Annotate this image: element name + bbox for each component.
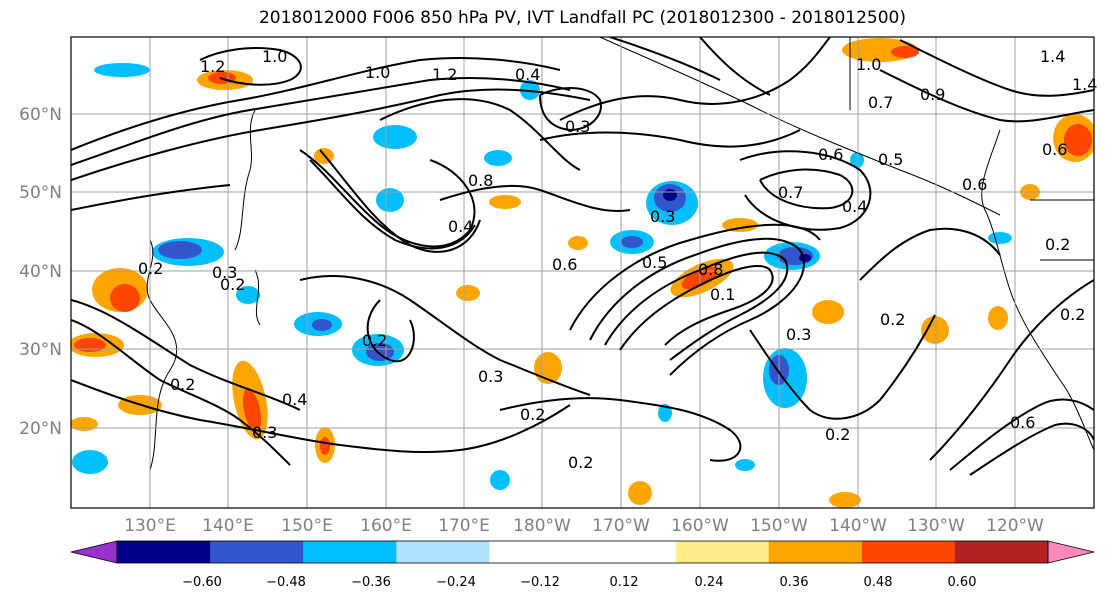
colorbar-tick-label: −0.48 — [266, 575, 306, 590]
lon-label: 160°E — [360, 516, 412, 536]
colorbar-tick-label: 0.12 — [610, 575, 639, 590]
gridlines — [71, 37, 1094, 508]
lat-label: 20°N — [19, 419, 62, 439]
colorbar-tick-label: 0.24 — [695, 575, 724, 590]
contour-label: 0.6 — [1042, 140, 1067, 159]
colorbar-tick-label: 0.60 — [948, 575, 977, 590]
lon-label: 150°E — [281, 516, 333, 536]
contour-label: 1.0 — [262, 47, 287, 66]
lat-label: 30°N — [19, 340, 62, 360]
contour-label: 0.3 — [252, 423, 277, 442]
colorbar-segment — [489, 541, 583, 563]
contour-label: 0.8 — [698, 260, 723, 279]
pv-contours — [71, 37, 1094, 476]
lon-label: 150°W — [750, 516, 808, 536]
contour-label: 0.2 — [170, 375, 195, 394]
lon-label: 120°W — [986, 516, 1044, 536]
colorbar-segment — [675, 541, 770, 563]
contour-label: 1.0 — [856, 55, 881, 74]
contour-label: 0.2 — [825, 425, 850, 444]
contour-label: 0.2 — [880, 310, 905, 329]
colorbar-frame — [116, 540, 1049, 564]
contour-label: 1.4 — [1072, 75, 1097, 94]
lat-label: 50°N — [19, 183, 62, 203]
colorbar-tick-label: −0.12 — [520, 575, 560, 590]
contour-label: 0.5 — [878, 150, 903, 169]
contour-label: 0.7 — [778, 183, 803, 202]
colorbar-tick-label: −0.24 — [436, 575, 476, 590]
contour-label: 0.4 — [842, 197, 867, 216]
colorbar-segment — [861, 541, 956, 563]
colorbar-tick-label: 0.48 — [864, 575, 893, 590]
contour-label: 0.4 — [448, 217, 473, 236]
contour-label: 1.2 — [200, 57, 225, 76]
contour-label: 0.3 — [212, 263, 237, 282]
colorbar-segment — [582, 541, 677, 563]
longitude-labels: 130°E 140°E 150°E 160°E 170°E 180°W 170°… — [124, 516, 1044, 536]
contour-label: 0.3 — [478, 367, 503, 386]
contour-label: 1.2 — [432, 65, 457, 84]
coastlines — [146, 37, 1094, 471]
latitude-labels: 60°N 50°N 40°N 30°N 20°N — [19, 105, 62, 439]
contour-label: 1.4 — [1040, 47, 1065, 66]
contour-label: 0.6 — [1010, 413, 1035, 432]
contour-label: 0.9 — [920, 85, 945, 104]
contour-label: 0.2 — [220, 275, 245, 294]
colorbar-tick-labels: −0.60 −0.48 −0.36 −0.24 −0.12 0.12 0.24 … — [182, 575, 976, 590]
contour-label: 0.6 — [818, 145, 843, 164]
lon-label: 180°W — [513, 516, 571, 536]
colorbar-segment — [768, 541, 863, 563]
contour-label: 0.2 — [568, 453, 593, 472]
map-background — [71, 37, 1094, 508]
colorbar-extend-max — [1047, 540, 1095, 564]
colorbar — [70, 540, 1095, 564]
contour-label: 0.2 — [1060, 305, 1085, 324]
colorbar-segment — [210, 541, 304, 563]
lon-label: 170°E — [438, 516, 490, 536]
colorbar-tick-label: 0.36 — [780, 575, 809, 590]
contour-label: 1.0 — [365, 63, 390, 82]
contour-label: 0.4 — [282, 390, 307, 409]
contour-label: 0.6 — [962, 175, 987, 194]
contour-label: 0.5 — [642, 253, 667, 272]
contour-label: 0.2 — [362, 331, 387, 350]
contour-label: 0.2 — [1045, 235, 1070, 254]
contour-label: 0.3 — [565, 117, 590, 136]
contour-label: 0.3 — [650, 207, 675, 226]
contour-label: 0.6 — [552, 255, 577, 274]
lon-label: 130°E — [124, 516, 176, 536]
contour-label: 0.3 — [786, 325, 811, 344]
colorbar-tick-label: −0.36 — [351, 575, 391, 590]
contour-label: 0.8 — [468, 171, 493, 190]
colorbar-segment — [396, 541, 490, 563]
lon-label: 160°W — [671, 516, 729, 536]
contour-label: 0.4 — [515, 65, 540, 84]
lon-label: 140°E — [202, 516, 254, 536]
contour-label: 0.1 — [710, 285, 735, 304]
contour-labels: 1.0 1.2 1.0 1.2 0.4 0.3 1.0 1.4 0.7 0.9 … — [138, 47, 1097, 472]
contour-label: 0.7 — [868, 93, 893, 112]
lat-label: 60°N — [19, 105, 62, 125]
lon-label: 130°W — [907, 516, 965, 536]
contour-label: 0.2 — [138, 259, 163, 278]
map-frame — [70, 36, 1095, 509]
colorbar-tick-label: −0.60 — [182, 575, 222, 590]
contour-label: 0.2 — [520, 405, 545, 424]
colorbar-segment — [303, 541, 397, 563]
colorbar-extend-min — [70, 540, 118, 564]
lat-label: 40°N — [19, 262, 62, 282]
colorbar-segment — [954, 541, 1049, 563]
colorbar-segment — [117, 541, 211, 563]
lon-label: 140°W — [829, 516, 887, 536]
lon-label: 170°W — [592, 516, 650, 536]
map-title: 2018012000 F006 850 hPa PV, IVT Landfall… — [258, 8, 906, 28]
